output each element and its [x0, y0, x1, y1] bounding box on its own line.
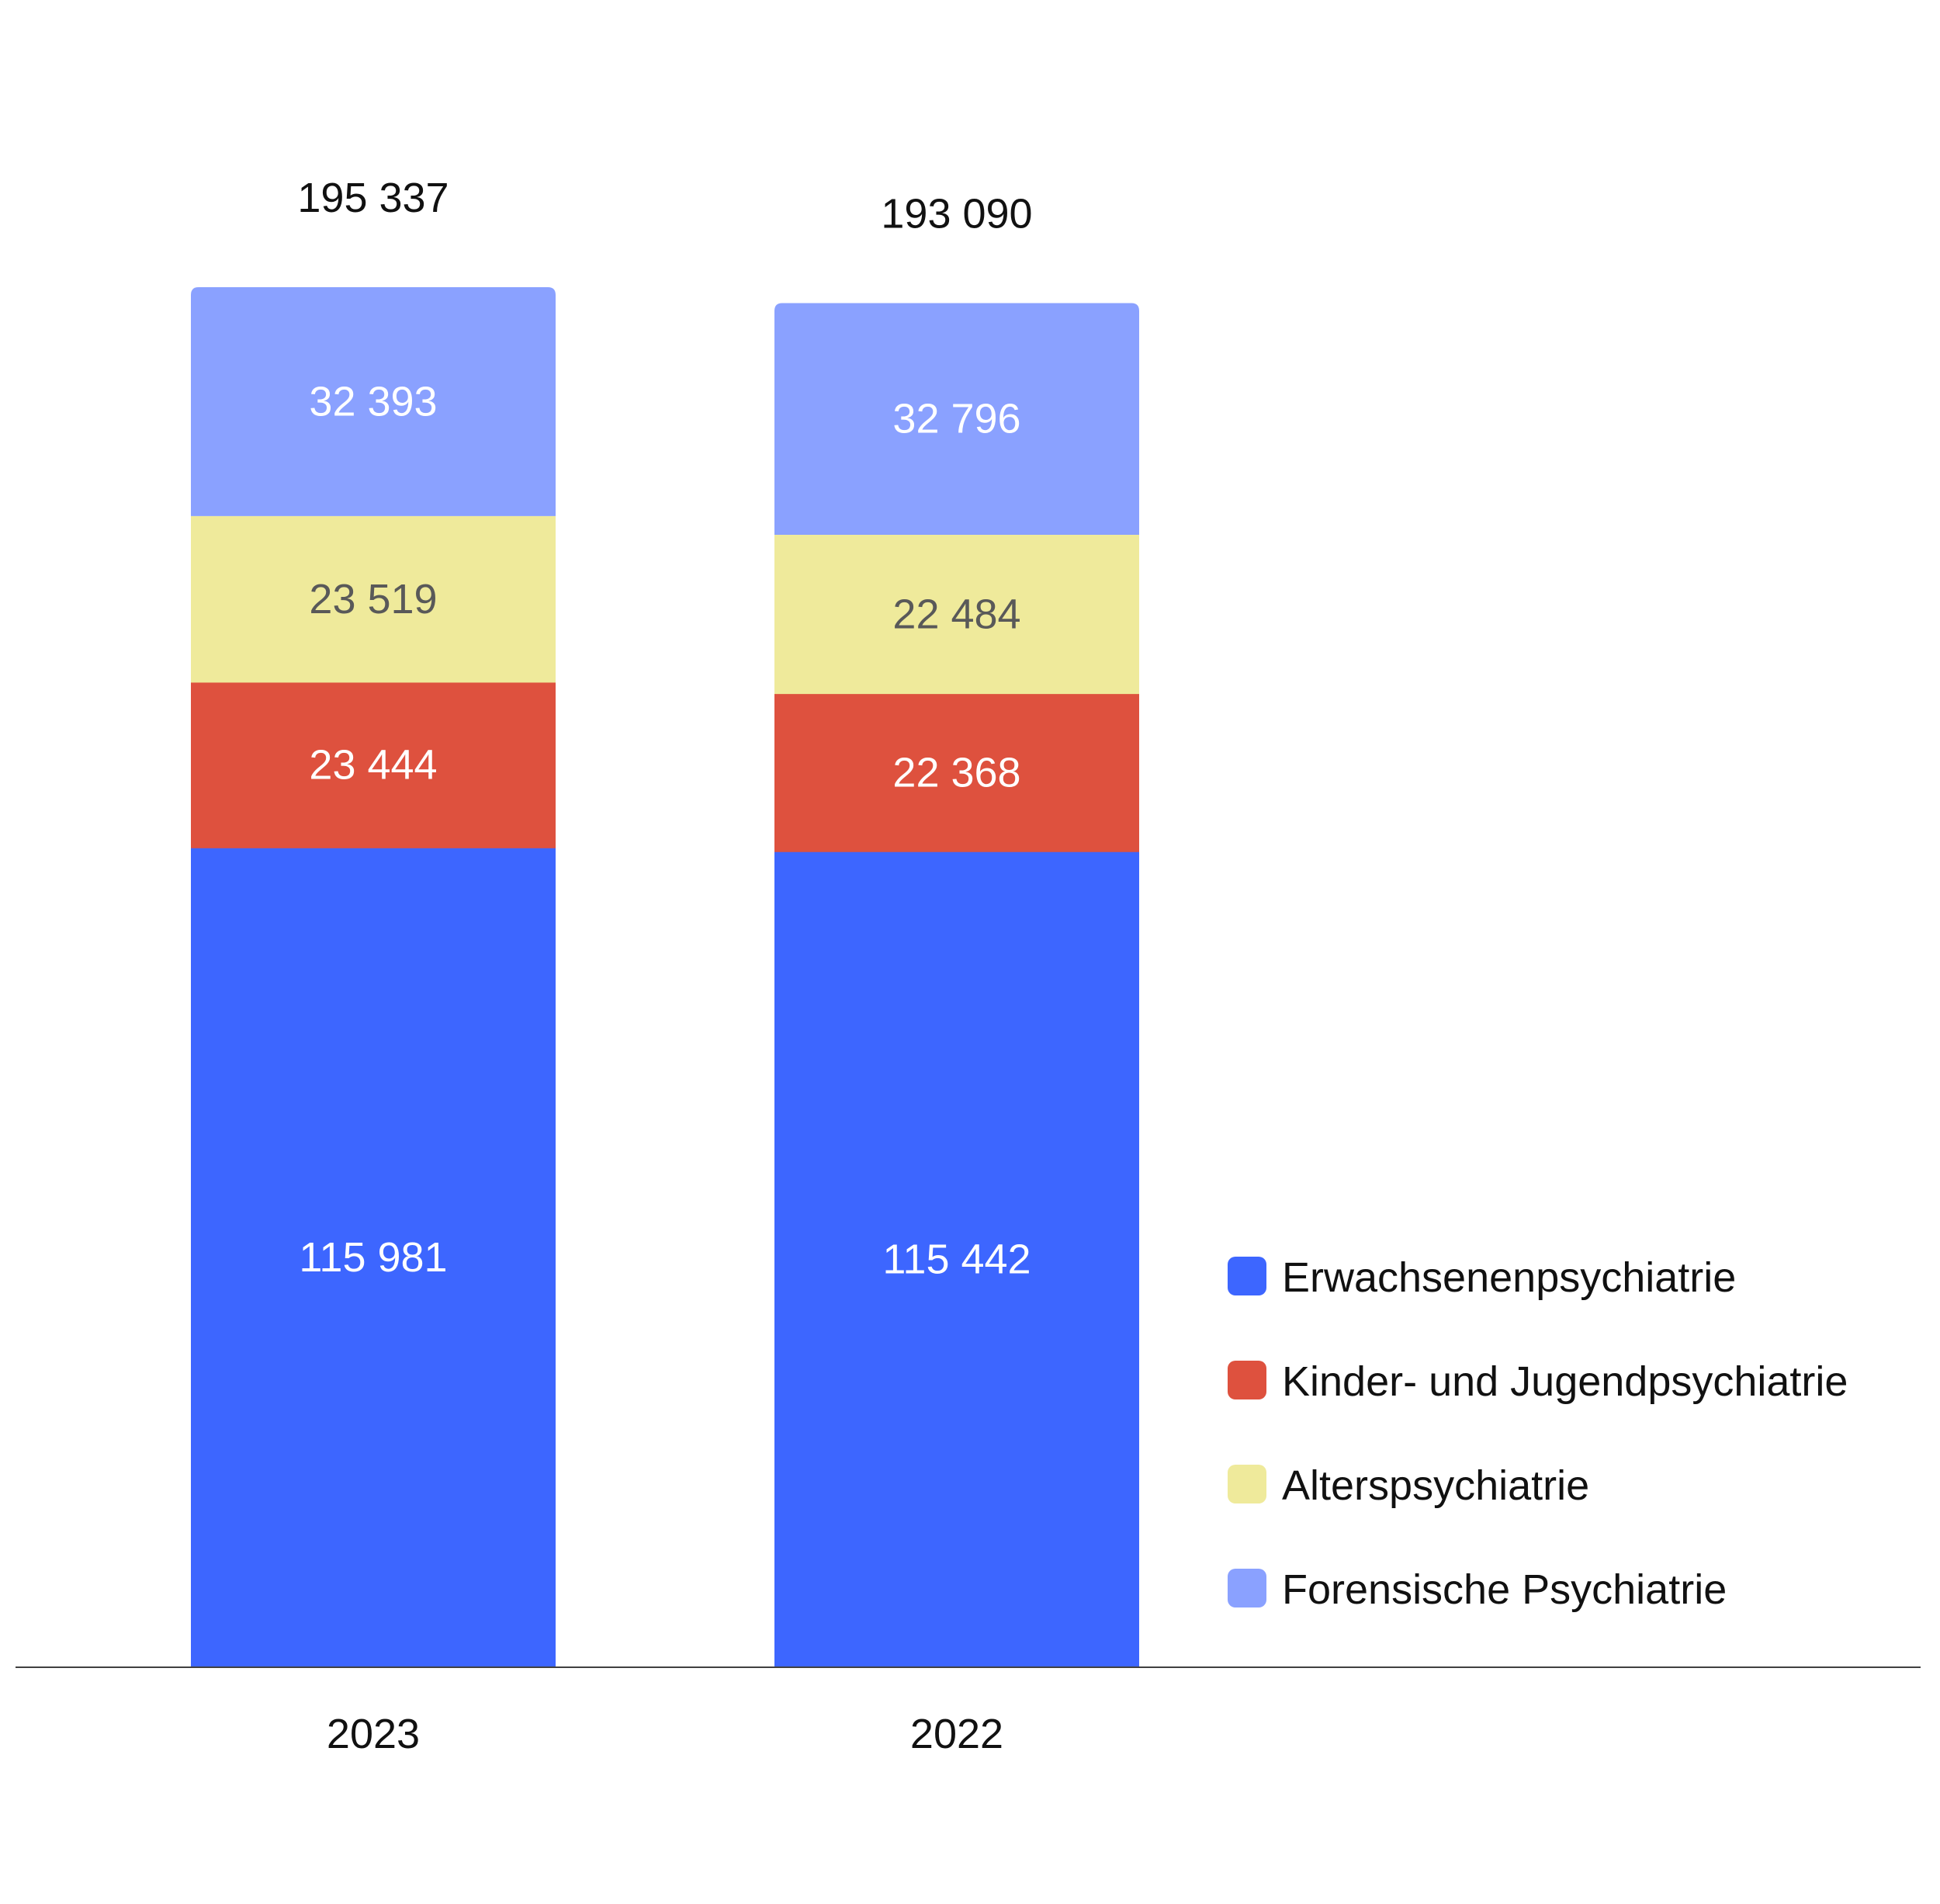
- total-label-2022: 193 090: [881, 190, 1032, 237]
- data-label-2023-forensische-psychiatrie: 32 393: [309, 378, 437, 425]
- x-tick-label-2022: 2022: [910, 1711, 1003, 1757]
- bars-layer: [191, 287, 1139, 1668]
- data-label-2022-alterspsychiatrie: 22 484: [892, 591, 1020, 637]
- legend-label-erwachsenenpsychiatrie: Erwachsenenpsychiatrie: [1282, 1254, 1736, 1301]
- bar-2022-kinder-und-jugendpsychiatrie: [774, 693, 1139, 852]
- total-label-2023: 195 337: [297, 175, 449, 221]
- bar-2022-alterspsychiatrie: [774, 534, 1139, 695]
- data-label-2022-kinder-und-jugendpsychiatrie: 22 368: [892, 749, 1020, 796]
- data-label-2023-alterspsychiatrie: 23 519: [309, 576, 437, 623]
- legend-label-forensische-psychiatrie: Forensische Psychiatrie: [1282, 1566, 1727, 1613]
- bar-2023-kinder-und-jugendpsychiatrie: [191, 681, 556, 848]
- data-label-2022-erwachsenenpsychiatrie: 115 442: [882, 1236, 1031, 1283]
- bar-2022-forensische-psychiatrie: [774, 303, 1139, 535]
- data-label-2023-erwachsenenpsychiatrie: 115 981: [299, 1234, 447, 1281]
- bar-2023-alterspsychiatrie: [191, 515, 556, 683]
- bar-2023-erwachsenenpsychiatrie: [191, 848, 556, 1668]
- x-tick-label-2023: 2023: [327, 1711, 420, 1757]
- bar-2022-erwachsenenpsychiatrie: [774, 851, 1139, 1668]
- data-label-2023-kinder-und-jugendpsychiatrie: 23 444: [309, 742, 437, 789]
- legend-swatch-alterspsychiatrie: [1228, 1465, 1266, 1503]
- legend-swatch-erwachsenenpsychiatrie: [1228, 1257, 1266, 1295]
- data-label-2022-forensische-psychiatrie: 32 796: [892, 396, 1020, 442]
- legend-swatch-kinder-und-jugendpsychiatrie: [1228, 1361, 1266, 1399]
- bar-2023-forensische-psychiatrie: [191, 287, 556, 516]
- labels-layer: 115 981 23 444 23 519 32 393 195 337 2023 115 …: [297, 175, 1032, 1757]
- legend-label-kinder-und-jugendpsychiatrie: Kinder- und Jugendpsychiatrie: [1282, 1358, 1848, 1405]
- legend-label-alterspsychiatrie: Alterspsychiatrie: [1282, 1462, 1589, 1509]
- legend: Erwachsenenpsychiatrie Kinder- und Jugend…: [1228, 1254, 1848, 1613]
- legend-swatch-forensische-psychiatrie: [1228, 1569, 1266, 1607]
